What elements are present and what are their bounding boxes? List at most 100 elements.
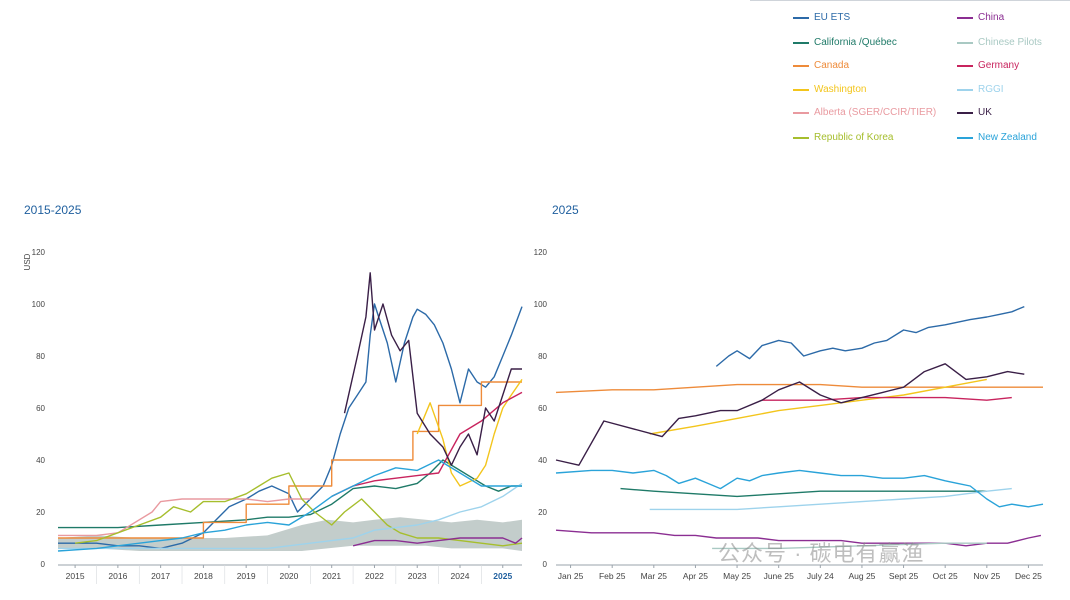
series-line-republic-of-korea <box>75 472 523 547</box>
legend-item-republic-of-korea: Republic of Korea <box>793 132 894 143</box>
series-line-rggi <box>58 482 523 550</box>
legend-label: UK <box>978 107 992 118</box>
y-tick-label: 0 <box>543 560 548 569</box>
series-line-china <box>555 529 1042 547</box>
x-tick-label: 2016 <box>108 571 127 581</box>
x-tick-label: 2015 <box>66 571 85 581</box>
legend-label: RGGI <box>978 84 1004 95</box>
x-tick-label: 2023 <box>408 571 427 581</box>
x-tick-label: Jan 25 <box>558 571 584 581</box>
x-tick-label: Sept 25 <box>889 571 919 581</box>
series-line-chinese-pilots <box>712 542 987 550</box>
x-tick-label: Nov 25 <box>973 571 1000 581</box>
legend-item-germany: Germany <box>957 60 1019 71</box>
legend-item-chinese-pilots: Chinese Pilots <box>957 37 1042 48</box>
x-tick-label: Oct 25 <box>933 571 958 581</box>
legend-swatch <box>793 136 809 139</box>
legend-label: Germany <box>978 60 1020 71</box>
series-line-canada <box>555 383 1043 394</box>
legend-swatch <box>957 88 973 91</box>
y-tick-label: 60 <box>36 404 45 413</box>
band-chinese-pilots <box>58 517 522 551</box>
legend-label: California /Québec <box>814 37 897 48</box>
chart-title-right: 2025 <box>552 203 579 217</box>
series-line-eu-ets <box>715 305 1025 367</box>
legend-label: Alberta (SGER/CCIR/TIER) <box>814 107 937 118</box>
legend-swatch <box>957 136 973 139</box>
x-tick-label: June 25 <box>764 571 795 581</box>
y-tick-label: 80 <box>538 352 547 361</box>
legend-swatch <box>957 16 973 19</box>
legend-swatch <box>957 111 973 114</box>
legend-item-california-qu-bec: California /Québec <box>793 37 897 48</box>
legend-item-washington: Washington <box>793 84 866 95</box>
legend-swatch <box>957 41 973 44</box>
legend-item-uk: UK <box>957 107 992 118</box>
y-tick-label: 40 <box>538 456 547 465</box>
y-tick-label: 0 <box>41 560 46 569</box>
legend-swatch <box>957 64 973 67</box>
series-line-new-zealand <box>57 459 522 552</box>
x-tick-label: 2021 <box>322 571 341 581</box>
legend-item-alberta-sger-ccir-tier-: Alberta (SGER/CCIR/TIER) <box>793 107 936 118</box>
y-tick-label: 120 <box>32 248 46 257</box>
x-tick-label: Feb 25 <box>599 571 626 581</box>
x-tick-label: Mar 25 <box>641 571 668 581</box>
legend-swatch <box>793 16 809 19</box>
y-tick-label: 20 <box>538 508 547 517</box>
x-tick-label: 2020 <box>279 571 298 581</box>
legend-swatch <box>793 88 809 91</box>
x-tick-label: 2017 <box>151 571 170 581</box>
legend-item-eu-ets: EU ETS <box>793 12 850 23</box>
series-line-germany <box>762 396 1012 401</box>
y-tick-label: 40 <box>36 456 45 465</box>
x-tick-label: 2025 <box>493 571 512 581</box>
y-tick-label: 60 <box>538 404 547 413</box>
x-tick-label: Dec 25 <box>1015 571 1042 581</box>
x-tick-label: July 24 <box>807 571 834 581</box>
series-line-california-qu-bec <box>620 487 987 498</box>
legend-label: China <box>978 12 1005 23</box>
y-tick-label: 120 <box>534 248 548 257</box>
y-tick-label: 100 <box>32 300 46 309</box>
series-line-germany <box>331 391 523 498</box>
watermark-text: 公众号 · 碳电有赢渔 <box>718 541 925 566</box>
legend-label: Canada <box>814 60 850 71</box>
legend-item-new-zealand: New Zealand <box>957 132 1037 143</box>
legend-label: Washington <box>814 84 867 95</box>
legend-label: New Zealand <box>978 132 1037 143</box>
series-line-washington <box>649 378 987 435</box>
legend-item-canada: Canada <box>793 60 849 71</box>
x-tick-label: 2024 <box>451 571 470 581</box>
x-tick-label: Aug 25 <box>848 571 875 581</box>
y-axis-label: USD <box>23 253 32 270</box>
legend-label: Chinese Pilots <box>978 37 1042 48</box>
legend-label: EU ETS <box>814 12 851 23</box>
legend-label: Republic of Korea <box>814 132 894 143</box>
x-tick-label: 2019 <box>237 571 256 581</box>
series-line-california-qu-bec <box>58 459 522 529</box>
x-tick-label: 2018 <box>194 571 213 581</box>
x-tick-label: Apr 25 <box>683 571 708 581</box>
y-tick-label: 100 <box>534 300 548 309</box>
legend-divider <box>750 0 1070 2</box>
y-tick-label: 20 <box>36 508 45 517</box>
series-line-uk <box>343 272 522 466</box>
series-line-new-zealand <box>555 469 1044 508</box>
y-tick-label: 80 <box>36 352 45 361</box>
series-line-alberta-sger-ccir-tier- <box>58 498 311 537</box>
legend-swatch <box>793 111 809 114</box>
series-line-washington <box>416 379 523 487</box>
series-line-canada <box>58 381 522 539</box>
legend-swatch <box>793 41 809 44</box>
series-line-rggi <box>649 487 1012 511</box>
chart-title-left: 2015-2025 <box>24 203 82 217</box>
legend-item-rggi: RGGI <box>957 84 1004 95</box>
legend-item-china: China <box>957 12 1004 23</box>
x-tick-label: 2022 <box>365 571 384 581</box>
legend-swatch <box>793 64 809 67</box>
series-line-uk <box>555 363 1025 466</box>
series-line-china <box>352 537 523 547</box>
series-line-eu-ets <box>58 303 523 550</box>
